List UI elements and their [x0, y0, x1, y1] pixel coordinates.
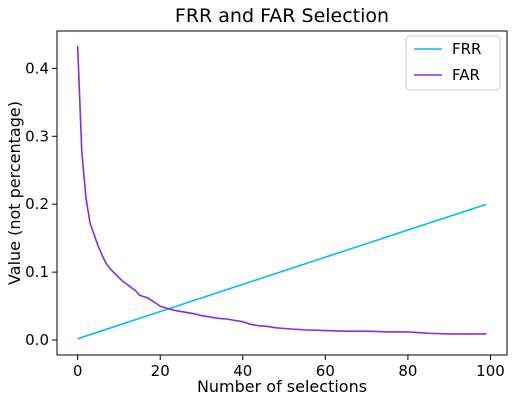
legend-label-frr: FRR [452, 40, 481, 58]
series-layer [76, 45, 487, 340]
x-axis: 0 20 40 60 80 100 [73, 355, 505, 380]
x-tick-label: 40 [233, 362, 252, 380]
y-axis-label: Value (not percentage) [5, 101, 24, 285]
legend: FRR FAR [405, 35, 501, 91]
x-tick-label: 80 [398, 362, 417, 380]
y-tick-label: 0.0 [25, 331, 49, 349]
y-tick-label: 0.2 [25, 195, 49, 213]
series-line-frr [77, 203, 487, 340]
x-tick-label: 20 [151, 362, 170, 380]
plot-frame [56, 30, 508, 356]
x-tick-label: 0 [73, 362, 83, 380]
y-tick-label: 0.1 [25, 263, 49, 281]
y-tick-label: 0.3 [25, 127, 49, 145]
x-tick-label: 60 [316, 362, 335, 380]
y-tick-label: 0.4 [25, 59, 49, 77]
x-tick-label: 100 [476, 362, 505, 380]
legend-label-far: FAR [452, 66, 480, 84]
y-axis: 0.0 0.1 0.2 0.3 0.4 [25, 59, 57, 349]
x-axis-label: Number of selections [197, 377, 367, 396]
series-line-far [76, 45, 487, 335]
chart-title: FRR and FAR Selection [175, 5, 389, 27]
